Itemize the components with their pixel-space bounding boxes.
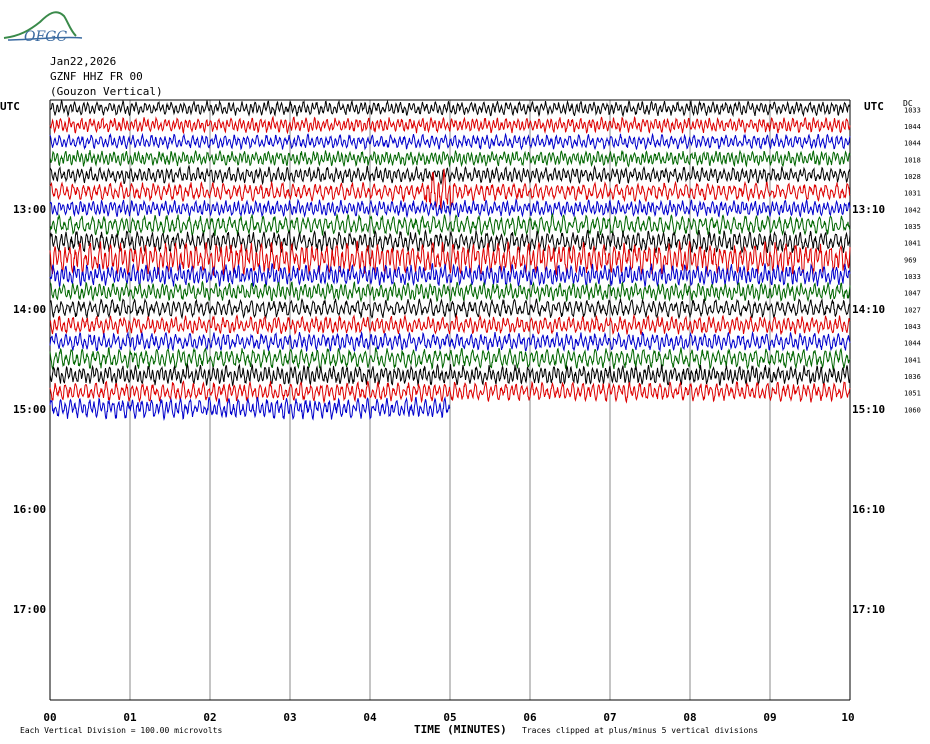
date-label: Jan22,2026 — [50, 55, 116, 68]
x-tick-label: 00 — [43, 711, 56, 724]
dc-offset-label: 1047 — [904, 290, 921, 298]
x-tick-label: 06 — [523, 711, 537, 724]
dc-offset-label: 1044 — [904, 140, 921, 148]
dc-offset-label: 1035 — [904, 223, 921, 231]
dc-offset-label: 1043 — [904, 323, 921, 331]
dc-offset-values: 1033 1044 1044 1018 1028 1031 1042 1035 1041 969 1… — [904, 106, 921, 414]
left-hour-label: 15:00 — [13, 403, 46, 416]
seismic-trace-9 — [49, 240, 851, 276]
x-tick-label: 07 — [603, 711, 616, 724]
station-label: GZNF HHZ FR 00 — [50, 70, 143, 83]
seismic-trace-0 — [49, 99, 851, 118]
seismic-trace-4 — [49, 164, 851, 186]
dc-offset-label: 1028 — [904, 173, 921, 181]
dc-offset-label: 1031 — [904, 190, 921, 198]
dc-offset-label: 1042 — [904, 206, 921, 214]
x-tick-label: 04 — [363, 711, 377, 724]
left-utc-label: UTC — [0, 100, 20, 113]
right-hour-label: 17:10 — [852, 603, 885, 616]
ofgc-logo: OFGC — [3, 11, 83, 45]
seismic-trace-12 — [49, 297, 851, 320]
right-hour-label: 14:10 — [852, 303, 885, 316]
seismic-trace-5 — [49, 168, 851, 210]
x-tick-label: 03 — [283, 711, 296, 724]
right-hour-label: 13:10 — [852, 203, 885, 216]
seismic-trace-10 — [49, 262, 851, 288]
seismic-trace-6 — [49, 198, 851, 219]
seismic-trace-1 — [49, 115, 851, 135]
seismic-trace-2 — [49, 132, 851, 151]
right-utc-label: UTC — [864, 100, 884, 113]
dc-offset-label: 1044 — [904, 340, 921, 348]
seismic-trace-17 — [49, 380, 851, 404]
logo-text: OFGC — [24, 29, 67, 45]
x-tick-label: 09 — [763, 711, 776, 724]
seismic-traces — [49, 99, 851, 422]
clip-note: Traces clipped at plus/minus 5 vertical … — [522, 726, 758, 735]
right-hour-label: 15:10 — [852, 403, 885, 416]
dc-offset-label: 1033 — [904, 106, 921, 114]
left-hour-label: 16:00 — [13, 503, 46, 516]
dc-offset-label: 1041 — [904, 240, 921, 248]
dc-offset-label: 1051 — [904, 390, 921, 398]
left-hour-label: 14:00 — [13, 303, 46, 316]
dc-offset-label: 1018 — [904, 156, 921, 164]
left-hour-labels: 13:00 14:00 15:00 16:00 17:00 — [13, 203, 46, 616]
dc-offset-label: 1027 — [904, 306, 921, 314]
x-tick-labels: 00 01 02 03 04 05 06 07 08 09 10 — [43, 711, 854, 724]
seismic-trace-13 — [49, 313, 851, 335]
division-note: Each Vertical Division = 100.00 microvol… — [20, 726, 222, 735]
dc-label: DC — [903, 99, 913, 108]
seismic-trace-8 — [49, 228, 851, 254]
x-tick-label: 05 — [443, 711, 456, 724]
seismic-trace-7 — [49, 212, 851, 237]
x-axis-title: TIME (MINUTES) — [414, 723, 507, 736]
seismic-trace-18 — [49, 396, 451, 422]
seismic-trace-16 — [49, 362, 851, 387]
seismic-trace-3 — [49, 149, 851, 168]
seismic-trace-14 — [49, 330, 851, 353]
left-hour-label: 17:00 — [13, 603, 46, 616]
x-tick-label: 08 — [683, 711, 696, 724]
left-hour-label: 13:00 — [13, 203, 46, 216]
location-label: (Gouzon Vertical) — [50, 85, 163, 98]
dc-offset-label: 969 — [904, 256, 917, 264]
x-tick-label: 02 — [203, 711, 216, 724]
seismic-trace-15 — [49, 346, 851, 371]
dc-offset-label: 1060 — [904, 406, 921, 414]
x-tick-label: 10 — [841, 711, 854, 724]
dc-offset-label: 1036 — [904, 373, 921, 381]
right-hour-labels: 13:10 14:10 15:10 16:10 17:10 — [852, 203, 885, 616]
x-tick-label: 01 — [123, 711, 137, 724]
dc-offset-label: 1041 — [904, 356, 921, 364]
right-hour-label: 16:10 — [852, 503, 885, 516]
dc-offset-label: 1044 — [904, 123, 921, 131]
seismic-trace-11 — [49, 280, 851, 303]
dc-offset-label: 1033 — [904, 273, 921, 281]
